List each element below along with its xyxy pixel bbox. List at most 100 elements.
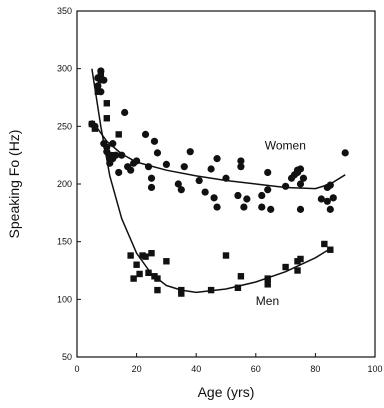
women-point: [162, 160, 170, 168]
men-point: [264, 275, 271, 282]
women-point: [326, 181, 334, 189]
fit-curves: [91, 68, 346, 294]
men-point: [109, 151, 116, 159]
women-point: [177, 186, 185, 194]
men-point: [178, 290, 185, 297]
x-tick-label: 100: [367, 364, 382, 374]
women-point: [323, 197, 331, 205]
women-point: [195, 176, 203, 185]
men-point: [237, 273, 245, 280]
women-point: [147, 183, 156, 192]
y-tick-label: 150: [57, 237, 72, 247]
women-point: [174, 180, 182, 188]
men-fit-curve: [91, 68, 331, 294]
men-point: [154, 286, 161, 294]
men-point: [130, 275, 137, 282]
men-point: [133, 261, 140, 268]
women-point: [326, 205, 334, 213]
women-point: [296, 165, 305, 173]
y-tick-label: 50: [62, 352, 72, 362]
women-point: [341, 149, 349, 157]
women-point: [147, 174, 156, 182]
women-point: [115, 168, 123, 177]
men-point: [154, 275, 161, 282]
women-point: [141, 130, 150, 139]
men-point: [207, 286, 215, 294]
men-point: [136, 270, 143, 278]
men-point: [97, 71, 105, 78]
women-point: [127, 166, 135, 174]
women-point: [213, 155, 221, 163]
y-tick-label: 100: [57, 294, 72, 304]
men-point: [178, 286, 185, 294]
men-point: [103, 115, 110, 122]
men-point: [94, 88, 102, 95]
women-point: [296, 205, 305, 213]
men-point: [115, 131, 122, 138]
women-point: [299, 174, 308, 182]
women-point: [210, 194, 218, 202]
women-point: [264, 186, 272, 194]
women-fit-curve: [91, 120, 346, 190]
series-label-women: Women: [265, 138, 306, 152]
y-axis-title: Speaking Fo (Hz): [6, 130, 22, 239]
y-tick-label: 250: [57, 121, 72, 131]
women-point: [109, 140, 117, 148]
women-point: [150, 137, 159, 145]
women-point: [234, 191, 242, 200]
women-point: [222, 174, 230, 182]
women-point: [186, 148, 194, 156]
men-point: [234, 284, 242, 291]
y-tick-label: 300: [57, 64, 72, 74]
men-point: [97, 77, 105, 84]
women-point: [237, 157, 245, 165]
series-label-men: Men: [256, 294, 279, 308]
men-point: [106, 157, 113, 165]
women-point: [317, 195, 325, 203]
men-point: [91, 125, 99, 132]
x-tick-label: 80: [310, 364, 320, 374]
women-point: [207, 165, 215, 173]
men-point: [142, 253, 149, 260]
x-tick-label: 40: [191, 364, 201, 374]
women-point: [237, 163, 245, 171]
women-point: [133, 157, 141, 165]
x-axis-title: Age (yrs): [198, 384, 255, 400]
men-point: [103, 100, 110, 107]
women-point: [153, 149, 162, 157]
men-point: [297, 255, 304, 263]
men-point: [264, 281, 271, 288]
men-point: [127, 252, 134, 259]
men-point: [294, 267, 301, 274]
x-tick-label: 60: [251, 364, 261, 374]
women-point: [118, 151, 126, 159]
women-point: [213, 203, 221, 211]
men-point: [88, 120, 96, 128]
men-point: [148, 250, 155, 257]
x-tick-label: 0: [74, 364, 79, 374]
women-point: [267, 205, 275, 213]
men-point: [327, 246, 334, 253]
data-points: [88, 67, 349, 297]
women-point: [329, 194, 337, 202]
women-point: [264, 168, 272, 177]
women-point: [258, 203, 266, 211]
y-tick-label: 200: [57, 179, 72, 189]
men-point: [163, 258, 170, 265]
women-point: [296, 180, 305, 188]
women-point: [180, 163, 188, 171]
men-point: [145, 269, 152, 277]
women-point: [121, 108, 129, 117]
x-tick-label: 20: [132, 364, 142, 374]
men-point: [282, 263, 289, 271]
women-point: [282, 182, 290, 190]
annotations: Women Men: [256, 138, 306, 308]
women-point: [258, 191, 266, 200]
women-point: [243, 195, 251, 203]
men-point: [222, 252, 230, 259]
women-point: [144, 163, 153, 171]
women-point: [94, 82, 102, 90]
axis-ticks: 0 20 40 60 80 100 50 100 150 200 250 300 350: [57, 6, 383, 374]
women-point: [240, 203, 248, 211]
